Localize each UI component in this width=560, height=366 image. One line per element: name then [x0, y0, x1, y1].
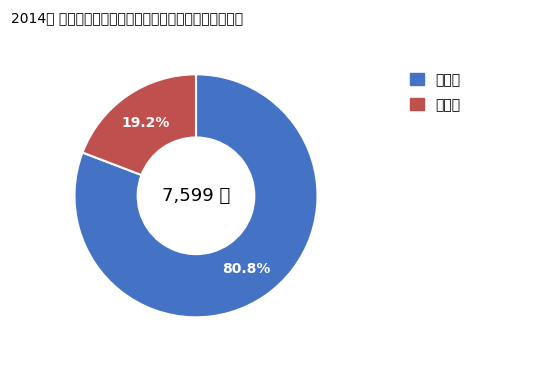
Wedge shape	[82, 74, 196, 175]
Text: 7,599 人: 7,599 人	[162, 187, 230, 205]
Text: 19.2%: 19.2%	[122, 116, 170, 130]
Text: 80.8%: 80.8%	[222, 262, 270, 276]
Legend: 卸売業, その他: 卸売業, その他	[410, 73, 460, 112]
Wedge shape	[74, 74, 318, 317]
Text: 2014年 商業の従業者数にしめる卸売業と小売業のシェア: 2014年 商業の従業者数にしめる卸売業と小売業のシェア	[11, 11, 244, 25]
